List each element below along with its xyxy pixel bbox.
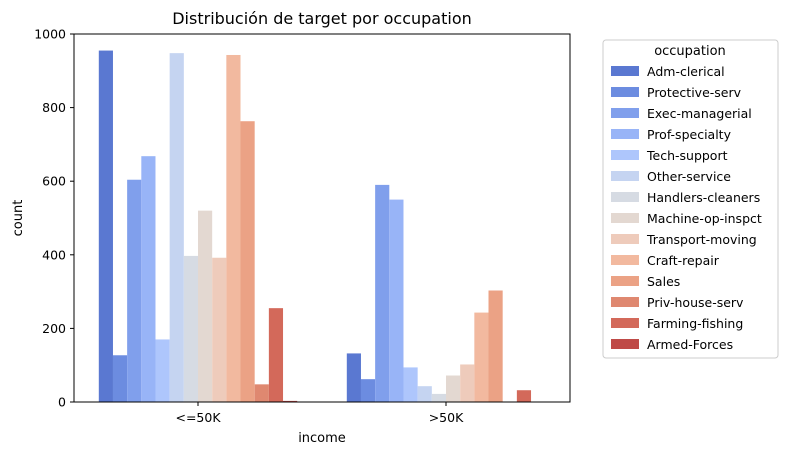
legend-swatch (611, 108, 639, 118)
y-axis: 0 200 400 600 800 1000 (34, 27, 74, 410)
bar-machine-op-inspct-1 (446, 375, 461, 402)
bar-protective-serv-1 (360, 379, 376, 402)
bar-sales-0 (240, 121, 255, 402)
legend-label: Sales (647, 274, 680, 289)
y-tick-label: 600 (42, 174, 66, 189)
legend-swatch (611, 150, 639, 160)
bar-prof-specialty-1 (389, 199, 404, 402)
legend-label: Exec-managerial (647, 106, 752, 121)
x-tick-label: >50K (429, 410, 464, 425)
bar-machine-op-inspct-0 (198, 210, 213, 402)
bar-prof-specialty-0 (141, 156, 156, 402)
legend-label: Handlers-cleaners (647, 190, 760, 205)
bar-handlers-cleaners-0 (183, 255, 198, 402)
bar-handlers-cleaners-1 (431, 393, 446, 402)
chart-title: Distribución de target por occupation (172, 9, 472, 28)
legend-label: Other-service (647, 169, 731, 184)
bar-transport-moving-0 (212, 257, 227, 402)
y-tick-label: 200 (42, 321, 66, 336)
legend-label: Protective-serv (647, 85, 742, 100)
bar-farming-fishing-0 (268, 308, 284, 402)
plot-frame (73, 33, 571, 403)
legend-swatch (611, 297, 639, 307)
bar-armed-forces-0 (283, 400, 298, 402)
legend-swatch (611, 87, 639, 97)
y-tick-label: 0 (58, 395, 66, 410)
legend-swatch (611, 255, 639, 265)
legend-swatch (611, 66, 639, 76)
bar-tech-support-1 (403, 367, 418, 402)
bar-craft-repair-0 (226, 54, 241, 402)
legend-swatch (611, 339, 639, 349)
legend-swatch (611, 192, 639, 202)
legend-label: Adm-clerical (647, 64, 725, 79)
legend-label: Farming-fishing (647, 316, 743, 331)
bar-protective-serv-0 (112, 355, 128, 402)
bar-tech-support-0 (155, 339, 170, 402)
bar-sales-1 (488, 290, 503, 402)
legend-swatch (611, 276, 639, 286)
legend-swatch (611, 171, 639, 181)
legend-swatch (611, 318, 639, 328)
x-axis: <=50K >50K (175, 402, 464, 425)
bar-other-service-1 (417, 386, 432, 402)
legend-label: Prof-specialty (647, 127, 732, 142)
x-tick-label: <=50K (175, 410, 221, 425)
legend-label: Priv-house-serv (647, 295, 744, 310)
legend-swatch (611, 234, 639, 244)
y-axis-label: count (11, 200, 26, 237)
bar-adm-clerical-1 (346, 353, 361, 402)
legend-items: Adm-clerical Protective-serv Exec-manageri… (611, 64, 762, 352)
bar-adm-clerical-0 (98, 50, 113, 403)
bar-farming-fishing-1 (516, 390, 532, 402)
legend-swatch (611, 129, 639, 139)
y-tick-label: 800 (42, 100, 66, 115)
y-tick-label: 400 (42, 247, 66, 262)
legend-label: Craft-repair (647, 253, 720, 268)
legend-label: Machine-op-inspct (647, 211, 762, 226)
bar-craft-repair-1 (474, 312, 489, 402)
legend-frame (602, 39, 779, 359)
bar-other-service-0 (169, 53, 184, 402)
x-axis-label: income (298, 431, 346, 446)
legend-label: Armed-Forces (647, 337, 733, 352)
bar-transport-moving-1 (460, 364, 475, 402)
y-tick-label: 1000 (34, 27, 66, 42)
bar-exec-managerial-1 (375, 184, 390, 402)
legend-swatch (611, 213, 639, 223)
legend-title: occupation (654, 44, 726, 59)
bar-exec-managerial-0 (127, 179, 142, 402)
legend: occupation Adm-clerical Protective-serv Ex… (602, 39, 779, 359)
bars-group (98, 50, 532, 403)
bar-priv-house-serv-0 (254, 384, 269, 402)
legend-label: Tech-support (646, 148, 728, 163)
legend-label: Transport-moving (646, 232, 757, 247)
